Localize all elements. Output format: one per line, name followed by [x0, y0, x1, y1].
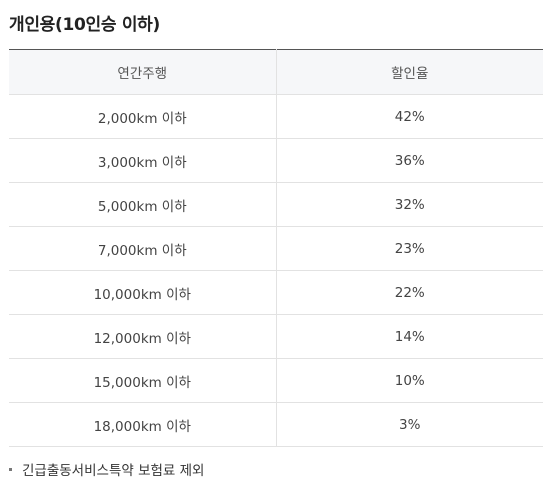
mileage-cell: 15,000km 이하: [9, 358, 277, 403]
rate-cell: 3%: [276, 402, 543, 447]
rate-cell: 14%: [276, 314, 543, 359]
rate-cell: 10%: [276, 358, 543, 403]
mileage-cell: 2,000km 이하: [9, 94, 277, 139]
mileage-cell: 5,000km 이하: [9, 182, 277, 227]
footnote-text: 긴급출동서비스특약 보험료 제외: [22, 463, 205, 479]
table-row: 3,000km 이하 36%: [9, 138, 543, 183]
table-row: 7,000km 이하 23%: [9, 226, 543, 271]
rate-cell: 42%: [276, 94, 543, 139]
mileage-cell: 7,000km 이하: [9, 226, 277, 271]
rate-cell: 36%: [276, 138, 543, 183]
discount-table: 연간주행 할인율 2,000km 이하 42% 3,000km 이하 36% 5…: [9, 49, 543, 447]
table-row: 12,000km 이하 14%: [9, 314, 543, 359]
table-row: 5,000km 이하 32%: [9, 182, 543, 227]
rate-cell: 32%: [276, 182, 543, 227]
rate-cell: 23%: [276, 226, 543, 271]
rate-cell: 22%: [276, 270, 543, 315]
table-header-row: 연간주행 할인율: [9, 49, 543, 95]
table-row: 15,000km 이하 10%: [9, 358, 543, 403]
mileage-cell: 18,000km 이하: [9, 402, 277, 447]
table-row: 10,000km 이하 22%: [9, 270, 543, 315]
section-title: 개인용(10인승 이하): [9, 15, 160, 35]
mileage-cell: 12,000km 이하: [9, 314, 277, 359]
mileage-cell: 3,000km 이하: [9, 138, 277, 183]
header-discount-rate: 할인율: [276, 49, 543, 95]
table-row: 2,000km 이하 42%: [9, 94, 543, 139]
table-row: 18,000km 이하 3%: [9, 402, 543, 447]
footnote: 긴급출동서비스특약 보험료 제외: [9, 459, 204, 479]
mileage-cell: 10,000km 이하: [9, 270, 277, 315]
bullet-icon: [9, 467, 12, 471]
header-annual-mileage: 연간주행: [9, 49, 277, 95]
